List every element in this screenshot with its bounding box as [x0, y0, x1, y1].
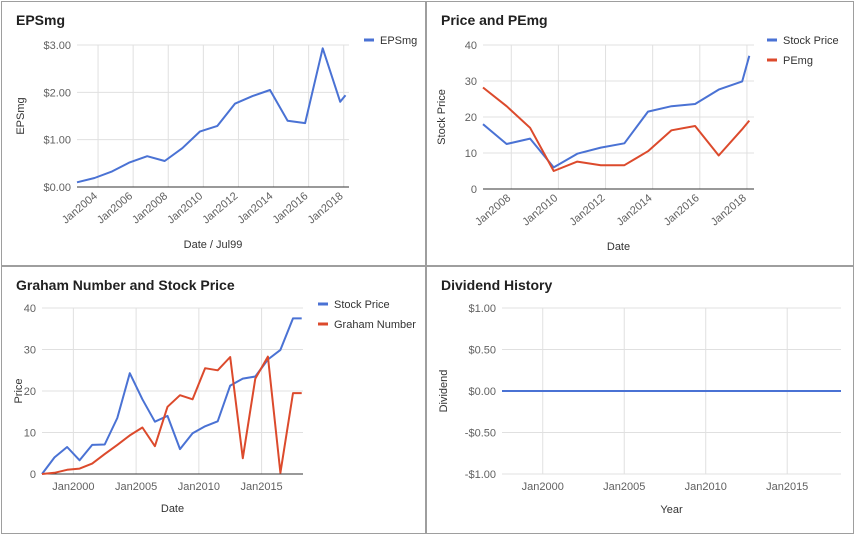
- x-tick-label: Jan2005: [603, 481, 645, 493]
- chart-title: EPSmg: [16, 12, 66, 28]
- y-tick-label: $0.50: [468, 345, 496, 357]
- x-tick-label: Jan2016: [271, 190, 311, 226]
- legend-label: Graham Number: [334, 319, 416, 331]
- y-tick-label: 0: [471, 184, 477, 196]
- chart-title: Graham Number and Stock Price: [16, 277, 235, 293]
- y-tick-label: 30: [465, 76, 477, 88]
- chart-svg: -$1.00 -$0.50 $0.00 $0.50 $1.00 Jan2000 Jan200…: [438, 303, 841, 516]
- chart-svg: 0 10 20 30 40 Jan2000 Jan2005 Jan2010 Jan2015 Dat…: [13, 299, 416, 515]
- chart-svg: $0.00 $1.00 $2.00 $3.00 Jan2004Jan2006Jan200…: [15, 35, 417, 251]
- x-tick-label: Jan2000: [522, 481, 564, 493]
- chart-title: Price and PEmg: [441, 12, 548, 28]
- x-tick-label: Jan2015: [240, 481, 282, 493]
- x-tick-label: Jan2014: [235, 190, 275, 226]
- series-line-graham-number: [41, 355, 302, 475]
- x-tick-label: Jan2012: [200, 190, 240, 226]
- legend-label: Stock Price: [334, 299, 390, 311]
- x-tick-label: Jan2000: [52, 481, 94, 493]
- y-tick-label: 40: [465, 40, 477, 52]
- y-tick-label: 20: [465, 112, 477, 124]
- y-tick-label: -$1.00: [465, 469, 496, 481]
- x-tick-label: Jan2010: [520, 192, 560, 228]
- y-axis-label: EPSmg: [15, 97, 27, 134]
- chart-panel-4: Dividend History -$1.00 -$0.50 $0.00 $0.50 $1…: [426, 266, 854, 534]
- series-line-pemg: [482, 86, 751, 172]
- chart-panel-1: EPSmg $0.00 $1.00 $2.00 $3.00 Jan2004 Jan2006 J…: [1, 1, 426, 266]
- x-axis-label: Year: [660, 504, 683, 516]
- legend-label: EPSmg: [380, 35, 417, 47]
- chart-title: Dividend History: [441, 277, 553, 293]
- x-tick-label: Jan2005: [115, 481, 157, 493]
- y-tick-label: -$0.50: [465, 428, 496, 440]
- x-tick-label: Jan2008: [473, 192, 513, 228]
- x-tick-label: Jan2006: [95, 190, 135, 226]
- y-axis-label: Dividend: [438, 370, 450, 413]
- x-tick-label: Jan2014: [615, 192, 655, 228]
- y-tick-label: $3.00: [43, 40, 71, 52]
- x-tick-label: Jan2008: [130, 190, 170, 226]
- x-tick-label: Jan2012: [567, 192, 607, 228]
- legend-label: Stock Price: [783, 35, 839, 47]
- x-tick-label: Jan2015: [766, 481, 808, 493]
- series-line-epsmg: [76, 47, 347, 184]
- x-tick-label: Jan2010: [685, 481, 727, 493]
- x-axis-label: Date: [161, 503, 184, 515]
- y-tick-label: 10: [465, 148, 477, 160]
- y-tick-label: 20: [24, 386, 36, 398]
- y-axis-label: Price: [13, 378, 25, 403]
- y-tick-label: 40: [24, 303, 36, 315]
- y-tick-label: $0.00: [43, 182, 71, 194]
- y-tick-label: $2.00: [43, 87, 71, 99]
- y-tick-label: 10: [24, 428, 36, 440]
- x-tick-label: Jan2010: [165, 190, 205, 226]
- chart-panel-2: Price and PEmg 0 10 20 30 40 Jan2008 Jan2010 Jan…: [426, 1, 854, 266]
- y-tick-label: 30: [24, 345, 36, 357]
- chart-panel-3: Graham Number and Stock Price 0 10 20 30 40 Ja…: [1, 266, 426, 534]
- y-axis-label: Stock Price: [436, 89, 448, 145]
- x-tick-label: Jan2010: [178, 481, 220, 493]
- x-axis-label: Date: [607, 241, 630, 253]
- y-tick-label: $1.00: [468, 303, 496, 315]
- y-tick-label: $0.00: [468, 386, 496, 398]
- x-tick-label: Jan2018: [709, 192, 749, 228]
- x-axis-label: Date / Jul99: [184, 239, 243, 251]
- y-tick-label: $1.00: [43, 135, 71, 147]
- x-tick-label: Jan2004: [60, 190, 100, 226]
- x-tick-label: Jan2018: [306, 190, 346, 226]
- series-line-stock-price: [41, 317, 302, 475]
- y-tick-label: 0: [30, 469, 36, 481]
- legend-label: PEmg: [783, 55, 813, 67]
- series-line-stock-price: [482, 55, 751, 169]
- x-tick-label: Jan2016: [662, 192, 702, 228]
